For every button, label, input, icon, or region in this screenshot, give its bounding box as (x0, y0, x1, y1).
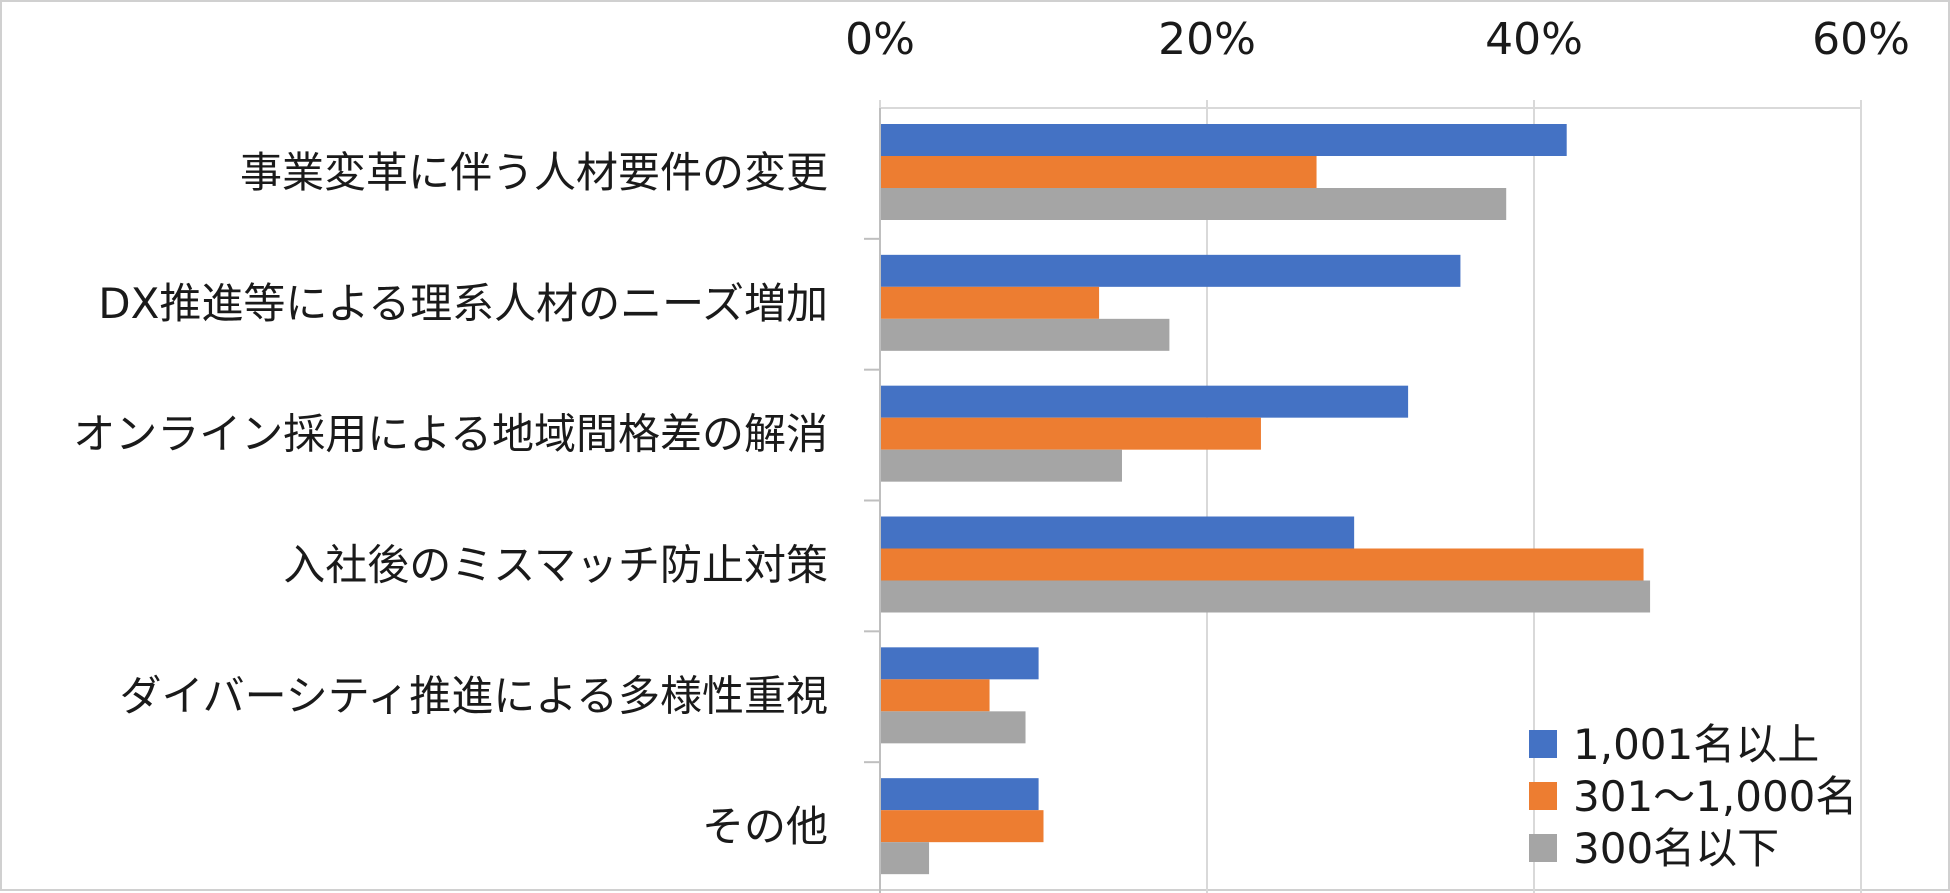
category-label: DX推進等による理系人材のニーズ増加 (98, 279, 828, 328)
bar (880, 188, 1507, 220)
category-labels: 事業変革に伴う人材要件の変更 DX推進等による理系人材のニーズ増加オンライン採用に… (73, 148, 828, 851)
bar (880, 156, 1317, 188)
bar (880, 548, 1644, 581)
category-label: オンライン採用による地域間格差の解消 (73, 410, 828, 459)
legend-swatch (1529, 782, 1557, 810)
bar (880, 778, 1039, 811)
y-axis (864, 108, 881, 893)
bar (880, 286, 1100, 319)
legend-swatch (1529, 730, 1557, 758)
category-label: 事業変革に伴う人材要件の変更 (240, 148, 828, 197)
x-tick-label: 0% (845, 14, 915, 65)
bar (880, 449, 1122, 482)
category-label: ダイバーシティ推進による多様性重視 (119, 671, 828, 720)
category-label: その他 (702, 802, 828, 851)
category-label: 入社後のミスマッチ防止対策 (283, 541, 828, 590)
bar (880, 516, 1355, 549)
legend-swatch (1529, 834, 1557, 862)
bar (880, 318, 1170, 351)
gridlines (879, 100, 1862, 893)
bar (880, 647, 1039, 680)
bar (880, 810, 1044, 843)
x-tick-label: 40% (1485, 14, 1583, 65)
x-tick-label: 60% (1812, 14, 1910, 65)
bar (880, 124, 1567, 156)
x-tick-label: 20% (1158, 14, 1256, 65)
bar (880, 385, 1409, 418)
legend-label: 1,001名以上 (1573, 720, 1819, 769)
bar (880, 679, 990, 712)
bar (880, 711, 1026, 744)
bars (880, 124, 1651, 875)
bar (880, 254, 1461, 287)
bar (880, 417, 1261, 450)
x-axis-ticks: 0% 20% 40% 60% (845, 14, 1910, 65)
legend-label: 300名以下 (1573, 824, 1779, 873)
bar (880, 842, 930, 875)
bar (880, 580, 1651, 613)
legend-label: 301～1,000名 (1573, 772, 1857, 821)
